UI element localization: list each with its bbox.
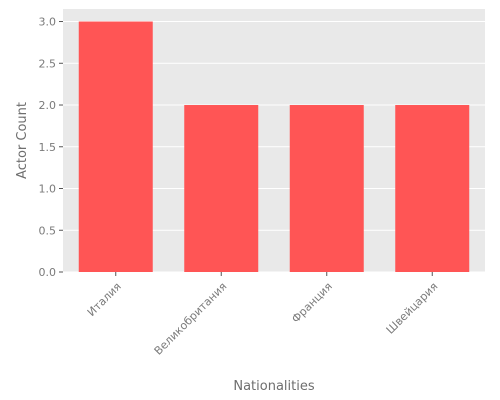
bar: [78, 21, 153, 273]
y-tick-label: 3.0: [39, 16, 57, 29]
x-axis-ticks: Италия Великобритания Франция Швейцария: [85, 272, 441, 358]
y-axis-ticks: 0.0 0.5 1.0 1.5 2.0 2.5 3.0: [39, 16, 63, 279]
y-axis-title: Actor Count: [15, 102, 30, 179]
y-tick-label: 1.5: [39, 141, 57, 154]
y-tick-label: 2.5: [39, 57, 57, 70]
x-tick-label: Швейцария: [384, 280, 441, 337]
y-tick-label: 0.5: [39, 224, 57, 237]
bar: [289, 105, 364, 273]
y-tick-label: 2.0: [39, 99, 57, 112]
x-tick-label: Италия: [85, 280, 124, 319]
x-tick-label: Франция: [289, 280, 335, 326]
y-tick-label: 1.0: [39, 183, 57, 196]
bar: [395, 105, 470, 273]
x-tick-label: Великобритания: [152, 280, 230, 358]
y-tick-label: 0.0: [39, 266, 57, 279]
x-axis-title: Nationalities: [233, 379, 314, 394]
bars: [78, 21, 470, 273]
bar: [184, 105, 259, 273]
